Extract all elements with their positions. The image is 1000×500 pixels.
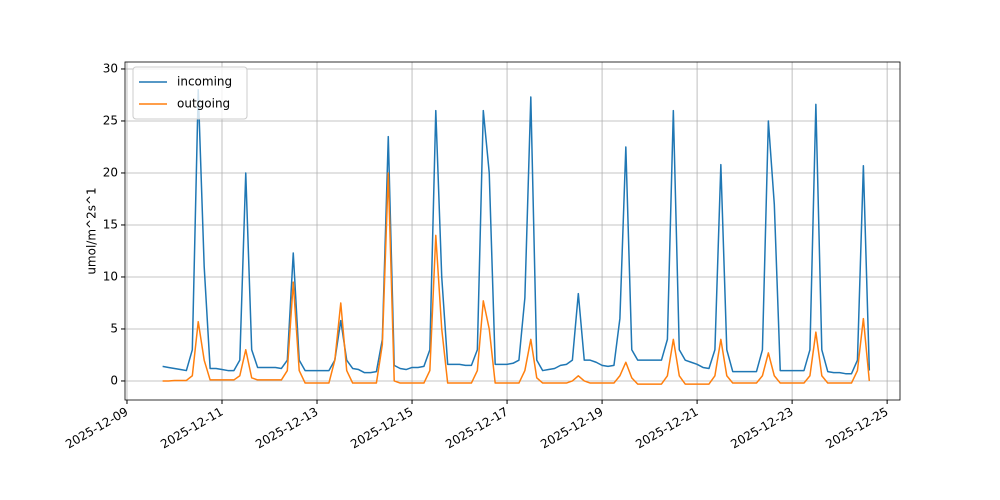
data-line — [162, 89, 871, 375]
axes-frame — [124, 61, 901, 401]
legend: incoming outgoing — [132, 66, 248, 120]
x-tick-label: 2025-12-21 — [633, 404, 700, 451]
y-tick-label: 30 — [103, 61, 118, 75]
y-tick-label: 15 — [103, 217, 118, 231]
x-tick-label: 2025-12-11 — [158, 404, 225, 451]
x-tick-label: 2025-12-09 — [63, 404, 130, 451]
y-tick-label: 25 — [103, 113, 118, 127]
legend-label: incoming — [177, 75, 232, 89]
x-tick-label: 2025-12-23 — [728, 404, 795, 451]
y-tick-label: 5 — [110, 321, 118, 335]
x-tick-label: 2025-12-19 — [538, 404, 605, 451]
y-tick-label: 10 — [103, 269, 118, 283]
x-tick-label: 2025-12-25 — [823, 404, 890, 451]
data-line — [162, 172, 871, 385]
x-tick-label: 2025-12-17 — [443, 404, 510, 451]
legend-box — [132, 66, 248, 120]
x-tick-label: 2025-12-13 — [253, 404, 320, 451]
x-tick-label: 2025-12-15 — [348, 404, 415, 451]
y-tick-label: 20 — [103, 165, 118, 179]
legend-label: outgoing — [177, 97, 230, 111]
y-tick-label: 0 — [110, 373, 118, 387]
y-axis-label: umol/m^2s^1 — [85, 187, 99, 274]
